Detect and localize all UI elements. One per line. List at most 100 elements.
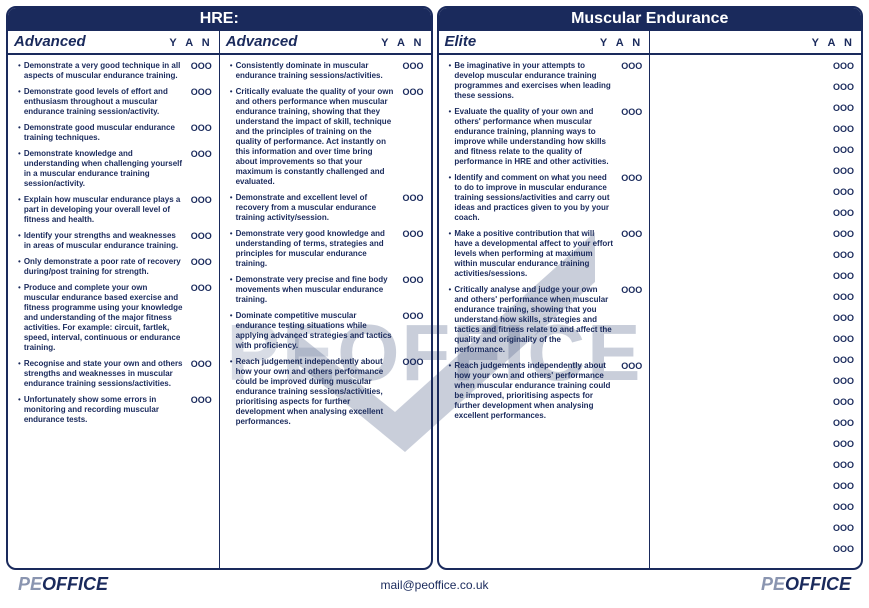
yan-checkboxes[interactable]: OOO xyxy=(399,61,427,72)
yan-checkboxes[interactable]: OOO xyxy=(829,166,857,176)
yan-checkboxes[interactable]: OOO xyxy=(187,283,215,294)
yan-checkboxes[interactable]: OOO xyxy=(829,481,857,491)
yan-checkboxes[interactable]: OOO xyxy=(829,292,857,302)
bullet-icon: • xyxy=(18,149,21,189)
yan-checkboxes[interactable]: OOO xyxy=(829,439,857,449)
level-label: Elite xyxy=(445,33,477,50)
bullet-icon: • xyxy=(449,107,452,167)
yan-checkboxes[interactable]: OOO xyxy=(187,149,215,160)
criteria-text: Explain how muscular endurance plays a p… xyxy=(24,195,183,225)
yan-checkboxes[interactable]: OOO xyxy=(399,311,427,322)
column: AdvancedY A N •Consistently dominate in m… xyxy=(220,31,431,568)
criteria-item: •Demonstrate a very good technique in al… xyxy=(18,61,215,81)
empty-row: OOO xyxy=(654,124,857,134)
yan-checkboxes[interactable]: OOO xyxy=(829,523,857,533)
yan-checkboxes[interactable]: OOO xyxy=(187,61,215,72)
yan-checkboxes[interactable]: OOO xyxy=(617,173,645,184)
criteria-text: Demonstrate good muscular endurance trai… xyxy=(24,123,183,143)
bullet-icon: • xyxy=(18,283,21,353)
yan-checkboxes[interactable]: OOO xyxy=(617,61,645,72)
criteria-item: •Be imaginative in your attempts to deve… xyxy=(449,61,646,101)
criteria-text: Demonstrate and excellent level of recov… xyxy=(236,193,395,223)
yan-checkboxes[interactable]: OOO xyxy=(187,87,215,98)
bullet-icon: • xyxy=(230,61,233,81)
column-header: Elite Y A N xyxy=(439,31,650,55)
criteria-text: Demonstrate a very good technique in all… xyxy=(24,61,183,81)
criteria-text: Make a positive contribution that will h… xyxy=(454,229,613,279)
empty-row: OOO xyxy=(654,355,857,365)
criteria-item: •Consistently dominate in muscular endur… xyxy=(230,61,427,81)
yan-checkboxes[interactable]: OOO xyxy=(617,285,645,296)
empty-row: OOO xyxy=(654,250,857,260)
criteria-item: •Identify and comment on what you need t… xyxy=(449,173,646,223)
yan-checkboxes[interactable]: OOO xyxy=(829,229,857,239)
empty-row: OOO xyxy=(654,103,857,113)
yan-checkboxes[interactable]: OOO xyxy=(399,193,427,204)
right-panel: Muscular Endurance EliteY A N•Be imagina… xyxy=(437,6,864,570)
empty-row: OOO xyxy=(654,82,857,92)
criteria-text: Produce and complete your own muscular e… xyxy=(24,283,183,353)
yan-checkboxes[interactable]: OOO xyxy=(187,123,215,134)
yan-checkboxes[interactable]: OOO xyxy=(187,359,215,370)
yan-checkboxes[interactable]: OOO xyxy=(829,502,857,512)
yan-checkboxes[interactable]: OOO xyxy=(399,229,427,240)
bullet-icon: • xyxy=(18,257,21,277)
yan-checkboxes[interactable]: OOO xyxy=(829,187,857,197)
yan-checkboxes[interactable]: OOO xyxy=(829,250,857,260)
yan-checkboxes[interactable]: OOO xyxy=(829,334,857,344)
criteria-item: •Recognise and state your own and others… xyxy=(18,359,215,389)
yan-checkboxes[interactable]: OOO xyxy=(399,87,427,98)
bullet-icon: • xyxy=(230,87,233,187)
bullet-icon: • xyxy=(18,231,21,251)
yan-checkboxes[interactable]: OOO xyxy=(399,357,427,368)
criteria-text: Be imaginative in your attempts to devel… xyxy=(454,61,613,101)
column-header: AdvancedY A N xyxy=(220,31,431,55)
yan-checkboxes[interactable]: OOO xyxy=(829,103,857,113)
column-header: AdvancedY A N xyxy=(8,31,219,55)
yan-checkboxes[interactable]: OOO xyxy=(617,107,645,118)
criteria-text: Unfortunately show some errors in monito… xyxy=(24,395,183,425)
yan-checkboxes[interactable]: OOO xyxy=(187,395,215,406)
empty-row: OOO xyxy=(654,292,857,302)
bullet-icon: • xyxy=(230,193,233,223)
yan-checkboxes[interactable]: OOO xyxy=(829,355,857,365)
criteria-item: •Critically analyse and judge your own a… xyxy=(449,285,646,355)
bullet-icon: • xyxy=(18,87,21,117)
footer-email: mail@peoffice.co.uk xyxy=(380,578,488,592)
criteria-text: Demonstrate good levels of effort and en… xyxy=(24,87,183,117)
yan-checkboxes[interactable]: OOO xyxy=(617,229,645,240)
column-body: •Be imaginative in your attempts to deve… xyxy=(439,55,650,568)
yan-checkboxes[interactable]: OOO xyxy=(829,418,857,428)
yan-checkboxes[interactable]: OOO xyxy=(187,231,215,242)
yan-label: Y A N xyxy=(169,37,212,49)
yan-checkboxes[interactable]: OOO xyxy=(829,61,857,71)
yan-checkboxes[interactable]: OOO xyxy=(829,376,857,386)
yan-checkboxes[interactable]: OOO xyxy=(829,124,857,134)
criteria-item: •Evaluate the quality of your own and ot… xyxy=(449,107,646,167)
criteria-item: •Demonstrate very good knowledge and und… xyxy=(230,229,427,269)
yan-checkboxes[interactable]: OOO xyxy=(617,361,645,372)
yan-checkboxes[interactable]: OOO xyxy=(829,208,857,218)
criteria-text: Demonstrate very precise and fine body m… xyxy=(236,275,395,305)
bullet-icon: • xyxy=(230,311,233,351)
yan-checkboxes[interactable]: OOO xyxy=(829,82,857,92)
yan-checkboxes[interactable]: OOO xyxy=(829,271,857,281)
empty-row: OOO xyxy=(654,187,857,197)
yan-checkboxes[interactable]: OOO xyxy=(187,257,215,268)
right-title: Muscular Endurance xyxy=(439,8,862,31)
yan-checkboxes[interactable]: OOO xyxy=(829,397,857,407)
criteria-item: •Explain how muscular endurance plays a … xyxy=(18,195,215,225)
yan-checkboxes[interactable]: OOO xyxy=(829,544,857,554)
criteria-item: •Produce and complete your own muscular … xyxy=(18,283,215,353)
empty-row: OOO xyxy=(654,271,857,281)
column-body: •Demonstrate a very good technique in al… xyxy=(8,55,219,568)
footer-logo-right: PEOFFICE xyxy=(761,574,851,595)
yan-checkboxes[interactable]: OOO xyxy=(829,460,857,470)
yan-checkboxes[interactable]: OOO xyxy=(829,145,857,155)
yan-checkboxes[interactable]: OOO xyxy=(399,275,427,286)
yan-checkboxes[interactable]: OOO xyxy=(829,313,857,323)
bullet-icon: • xyxy=(449,229,452,279)
yan-checkboxes[interactable]: OOO xyxy=(187,195,215,206)
column: Y A NOOOOOOOOOOOOOOOOOOOOOOOOOOOOOOOOOOO… xyxy=(650,31,861,568)
yan-label: Y A N xyxy=(600,37,643,49)
